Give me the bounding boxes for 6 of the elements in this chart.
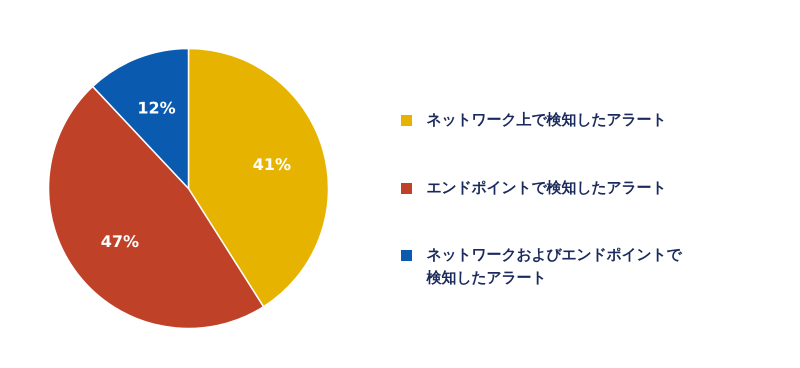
data-label: 41% bbox=[252, 154, 291, 174]
legend-label: ネットワーク上で検知したアラート bbox=[426, 110, 666, 128]
data-label: 12% bbox=[137, 98, 176, 118]
legend-label: ネットワークおよびエンドポイントで検知したアラート bbox=[426, 246, 682, 286]
data-label: 47% bbox=[100, 232, 140, 252]
legend-label: エンドポイントで検知したアラート bbox=[426, 178, 666, 196]
